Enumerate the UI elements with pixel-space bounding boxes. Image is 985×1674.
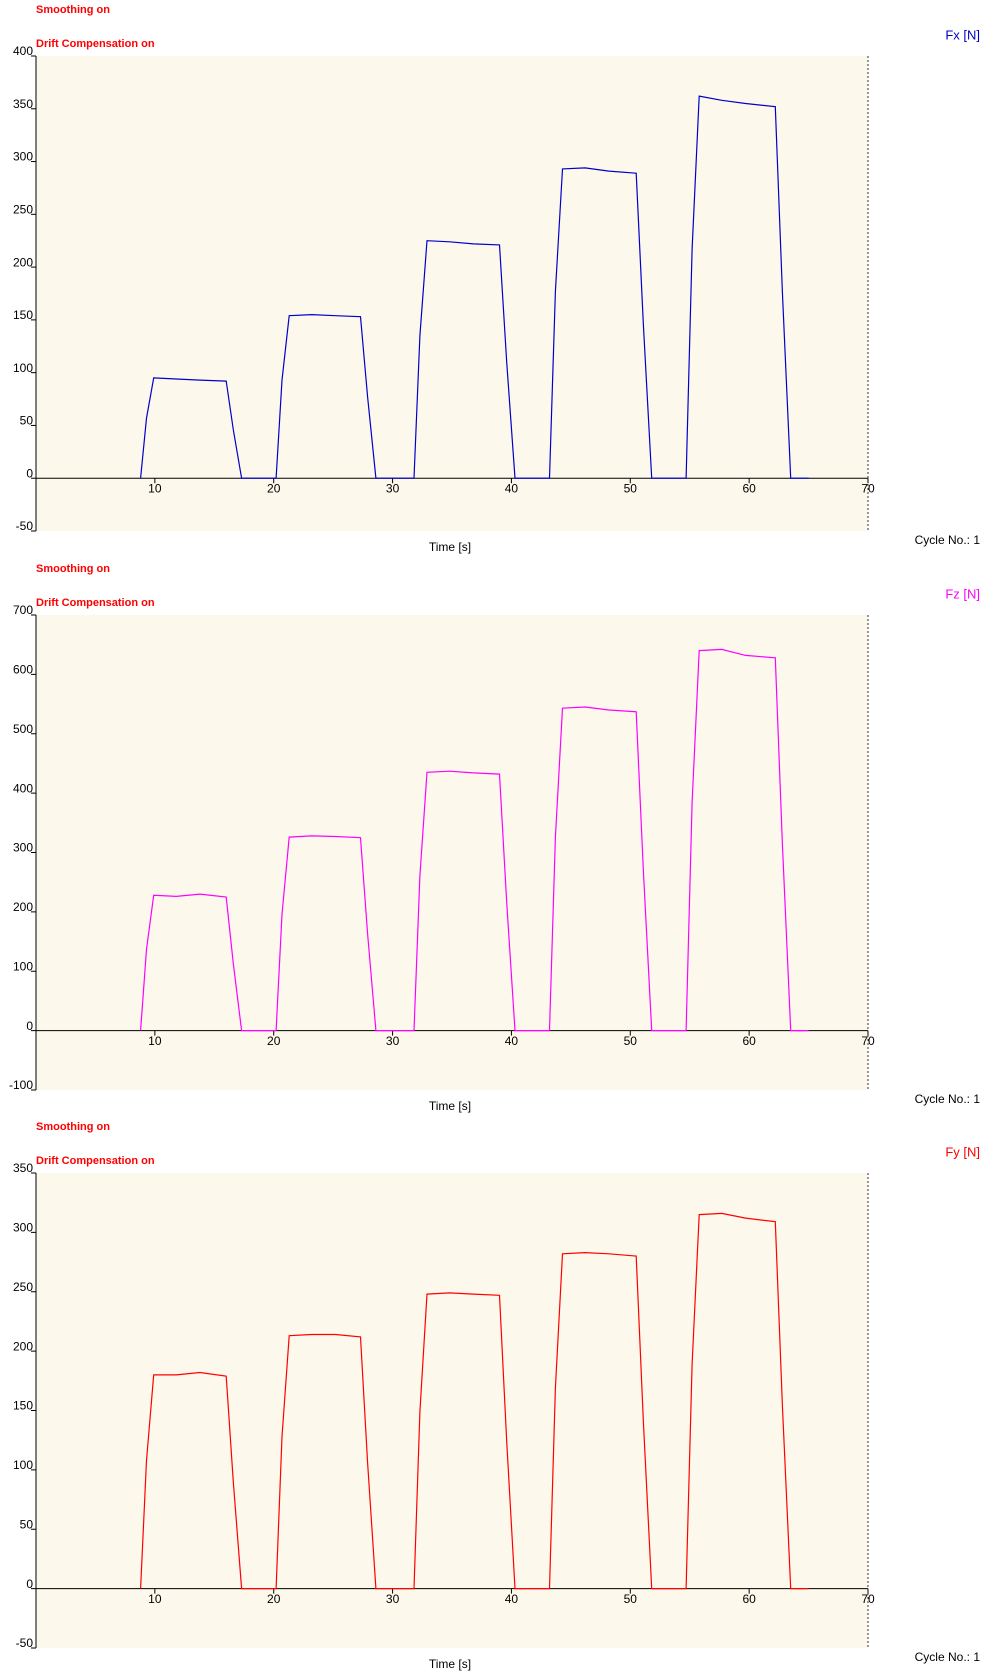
- x-tick-label: 10: [148, 1034, 162, 1048]
- annotation: Smoothing on: [36, 563, 110, 575]
- y-tick-label: 400: [13, 44, 33, 58]
- y-tick-label: 350: [13, 1161, 33, 1175]
- annotation: Drift Compensation on: [36, 597, 155, 609]
- x-tick-label: 10: [148, 481, 162, 495]
- x-tick-label: 60: [742, 1592, 756, 1606]
- y-tick-label: 0: [26, 466, 33, 480]
- x-tick-label: 30: [386, 1034, 400, 1048]
- series-label: Fy [N]: [945, 1144, 980, 1159]
- x-tick-label: 20: [267, 1034, 281, 1048]
- series-label: Fz [N]: [945, 586, 980, 601]
- annotation: Drift Compensation on: [36, 1155, 155, 1167]
- y-tick-label: 300: [13, 1221, 33, 1235]
- x-tick-label: 50: [624, 1592, 638, 1606]
- x-tick-label: 30: [386, 1592, 400, 1606]
- plot-background: [36, 615, 868, 1090]
- data-line: [140, 648, 809, 1032]
- y-tick-label: 0: [26, 1019, 33, 1033]
- y-tick-label: 50: [20, 414, 34, 428]
- x-tick-label: 20: [267, 481, 281, 495]
- x-axis-title: Time [s]: [429, 540, 471, 554]
- x-tick-label: 60: [742, 1034, 756, 1048]
- x-tick-label: 70: [861, 1592, 875, 1606]
- y-tick-label: 250: [13, 1280, 33, 1294]
- x-tick-label: 50: [624, 481, 638, 495]
- y-tick-label: 200: [13, 1339, 33, 1353]
- y-tick-label: -50: [16, 1636, 34, 1650]
- plot-background: [36, 1173, 868, 1648]
- y-tick-label: 600: [13, 663, 33, 677]
- x-tick-label: 60: [742, 481, 756, 495]
- annotation: Drift Compensation on: [36, 38, 155, 50]
- y-tick-label: 200: [13, 255, 33, 269]
- x-tick-label: 50: [624, 1034, 638, 1048]
- x-tick-label: 40: [505, 481, 519, 495]
- plot-background: [36, 56, 868, 531]
- y-tick-label: 100: [13, 959, 33, 973]
- series-label: Fx [N]: [945, 27, 980, 42]
- y-tick-label: 150: [13, 308, 33, 322]
- y-tick-label: -50: [16, 519, 34, 533]
- y-tick-label: 200: [13, 900, 33, 914]
- cycle-label: Cycle No.: 1: [915, 1092, 981, 1106]
- y-tick-label: 50: [20, 1517, 34, 1531]
- data-line: [140, 95, 809, 479]
- y-tick-label: 100: [13, 1458, 33, 1472]
- data-line: [140, 1212, 809, 1590]
- x-tick-label: 40: [505, 1034, 519, 1048]
- x-tick-label: 20: [267, 1592, 281, 1606]
- annotation: Smoothing on: [36, 4, 110, 16]
- y-tick-label: 300: [13, 841, 33, 855]
- y-tick-label: 700: [13, 603, 33, 617]
- y-tick-label: 350: [13, 97, 33, 111]
- x-axis-title: Time [s]: [429, 1657, 471, 1671]
- x-tick-label: 70: [861, 1034, 875, 1048]
- x-tick-label: 70: [861, 481, 875, 495]
- x-tick-label: 40: [505, 1592, 519, 1606]
- x-tick-label: 10: [148, 1592, 162, 1606]
- cycle-label: Cycle No.: 1: [915, 533, 981, 547]
- x-axis-title: Time [s]: [429, 1099, 471, 1113]
- y-tick-label: 400: [13, 781, 33, 795]
- x-tick-label: 30: [386, 481, 400, 495]
- annotation: Smoothing on: [36, 1121, 110, 1133]
- y-tick-label: 300: [13, 150, 33, 164]
- y-tick-label: 100: [13, 361, 33, 375]
- y-tick-label: 150: [13, 1399, 33, 1413]
- y-tick-label: 250: [13, 203, 33, 217]
- y-tick-label: -100: [9, 1078, 33, 1092]
- y-tick-label: 500: [13, 722, 33, 736]
- cycle-label: Cycle No.: 1: [915, 1650, 981, 1664]
- y-tick-label: 0: [26, 1577, 33, 1591]
